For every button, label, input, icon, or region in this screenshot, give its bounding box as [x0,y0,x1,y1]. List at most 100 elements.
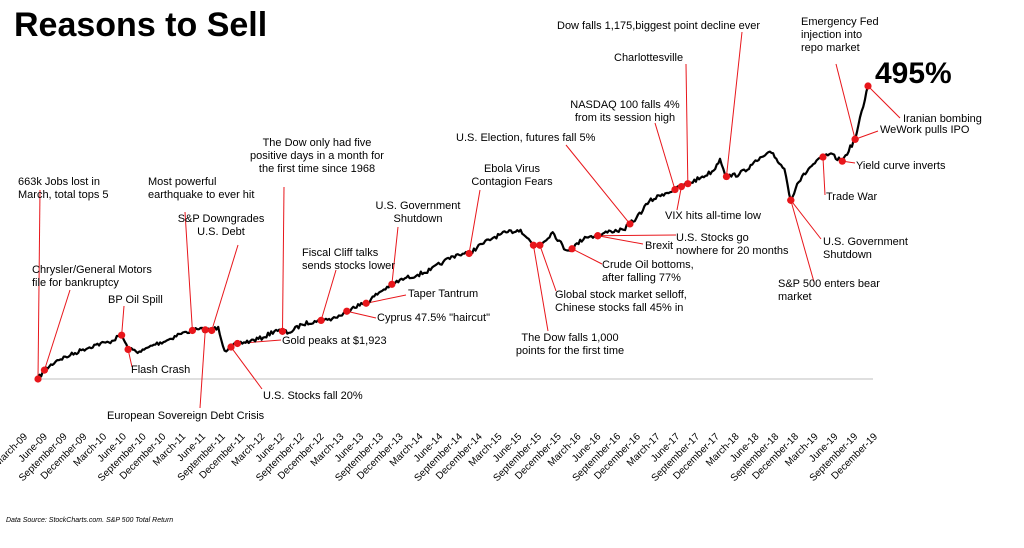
leader-line [867,85,901,119]
event-marker [227,343,235,351]
annotation-label: Crude Oil bottoms, after falling 77% [602,259,694,284]
leader-line [597,234,677,237]
leader-line [199,329,206,409]
chart-title: Reasons to Sell [14,6,267,44]
leader-line [565,144,631,225]
event-marker [208,326,216,335]
leader-line [725,31,743,177]
leader-line [211,244,239,331]
event-marker [124,345,132,354]
leader-line [230,346,263,390]
event-marker [465,249,473,258]
event-marker [536,241,544,249]
annotation-label: WeWork pulls IPO [880,124,970,136]
annotation-label: Brexit [645,240,673,252]
event-marker [684,180,692,188]
leader-line [121,305,125,336]
event-marker [343,307,351,315]
leader-line [822,157,826,196]
annotation-label: The Dow falls 1,000 points for the first … [516,332,624,357]
event-marker [594,232,602,240]
leader-line [854,130,879,140]
event-marker [118,331,126,339]
event-marker [40,366,49,374]
leader-line [790,199,822,240]
event-marker [233,339,242,348]
annotation-labels: 663k Jobs lost in March, total tops 5 Chry… [18,16,982,422]
event-marker [388,280,396,288]
event-marker [722,172,731,181]
event-marker [201,326,209,334]
leader-line [468,189,481,254]
annotation-label: Gold peaks at $1,923 [282,335,387,347]
leader-line [597,235,644,245]
leader-line [835,63,856,140]
annotation-label: S&P Downgrades U.S. Debt [178,213,265,238]
x-tick-labels: March-09June-09September-09December-09Ma… [0,431,880,484]
event-marker [677,183,686,191]
leader-line [790,200,815,283]
total-return-label: 495% [875,57,952,90]
annotation-label: Fiscal Cliff talks sends stocks lower [302,247,395,272]
leader-line [685,63,689,184]
annotation-label: Flash Crash [131,364,190,376]
data-source-note: Data Source: StockCharts.com. S&P 500 To… [6,517,173,524]
event-markers [34,82,872,383]
annotation-label: Dow falls 1,175,biggest point decline ev… [557,20,760,32]
annotation-label: NASDAQ 100 falls 4% from its session high [570,99,680,124]
leader-line [676,186,682,211]
annotation-label: U.S. Stocks go nowhere for 20 months [676,232,789,257]
event-marker [278,327,287,335]
annotation-label: VIX hits all-time low [665,210,761,222]
annotation-label: Global stock market selloff, Chinese stoc… [555,289,687,314]
event-marker [188,326,197,335]
annotation-label: Taper Tantrum [408,288,478,300]
annotation-label: U.S. Election, futures fall 5% [456,132,596,144]
leader-line [37,189,41,380]
event-marker [851,135,859,143]
event-marker [671,185,679,194]
annotation-label: Yield curve inverts [856,160,946,172]
leader-line [539,245,557,292]
annotation-label: Trade War [826,191,877,203]
event-marker [317,316,325,324]
leader-line [391,226,399,285]
leader-line [366,294,407,304]
annotation-label: European Sovereign Debt Crisis [107,410,265,422]
leader-line [43,289,71,371]
annotation-label: The Dow only had five positive days in a … [250,137,384,175]
leader-line [281,186,285,332]
event-marker [529,241,538,249]
annotation-label: U.S. Stocks fall 20% [263,390,363,402]
leader-line [532,245,549,332]
annotation-label: U.S. Government Shutdown [376,200,461,225]
annotation-label: U.S. Government Shutdown [823,236,908,261]
event-marker [362,299,370,307]
leader-line [184,211,193,331]
event-marker [626,220,634,228]
annotation-label: Chrysler/General Motors file for bankrupt… [32,264,152,289]
event-marker [864,82,872,90]
annotation-label: Emergency Fed injection into repo market [801,16,879,54]
leader-line [320,269,337,321]
annotation-label: Ebola Virus Contagion Fears [471,163,553,188]
annotation-label: Iranian bombing [903,113,982,125]
series-line-sp500 [36,85,870,380]
leader-line [654,122,676,190]
event-marker [568,245,576,253]
event-marker [838,157,846,165]
leader-line [346,310,377,319]
annotation-label: Most powerful earthquake to ever hit [148,176,254,201]
leader-line [571,248,603,265]
annotation-label: BP Oil Spill [108,294,163,306]
event-marker [819,153,827,161]
annotation-label: Cyprus 47.5% "haircut" [377,312,490,324]
annotation-label: S&P 500 enters bear market [778,278,880,303]
annotation-label: Charlottesville [614,52,683,64]
event-marker [34,375,42,383]
event-marker [787,196,795,204]
annotation-label: 663k Jobs lost in March, total tops 5 [18,176,109,201]
annotation-leaders [37,31,901,409]
